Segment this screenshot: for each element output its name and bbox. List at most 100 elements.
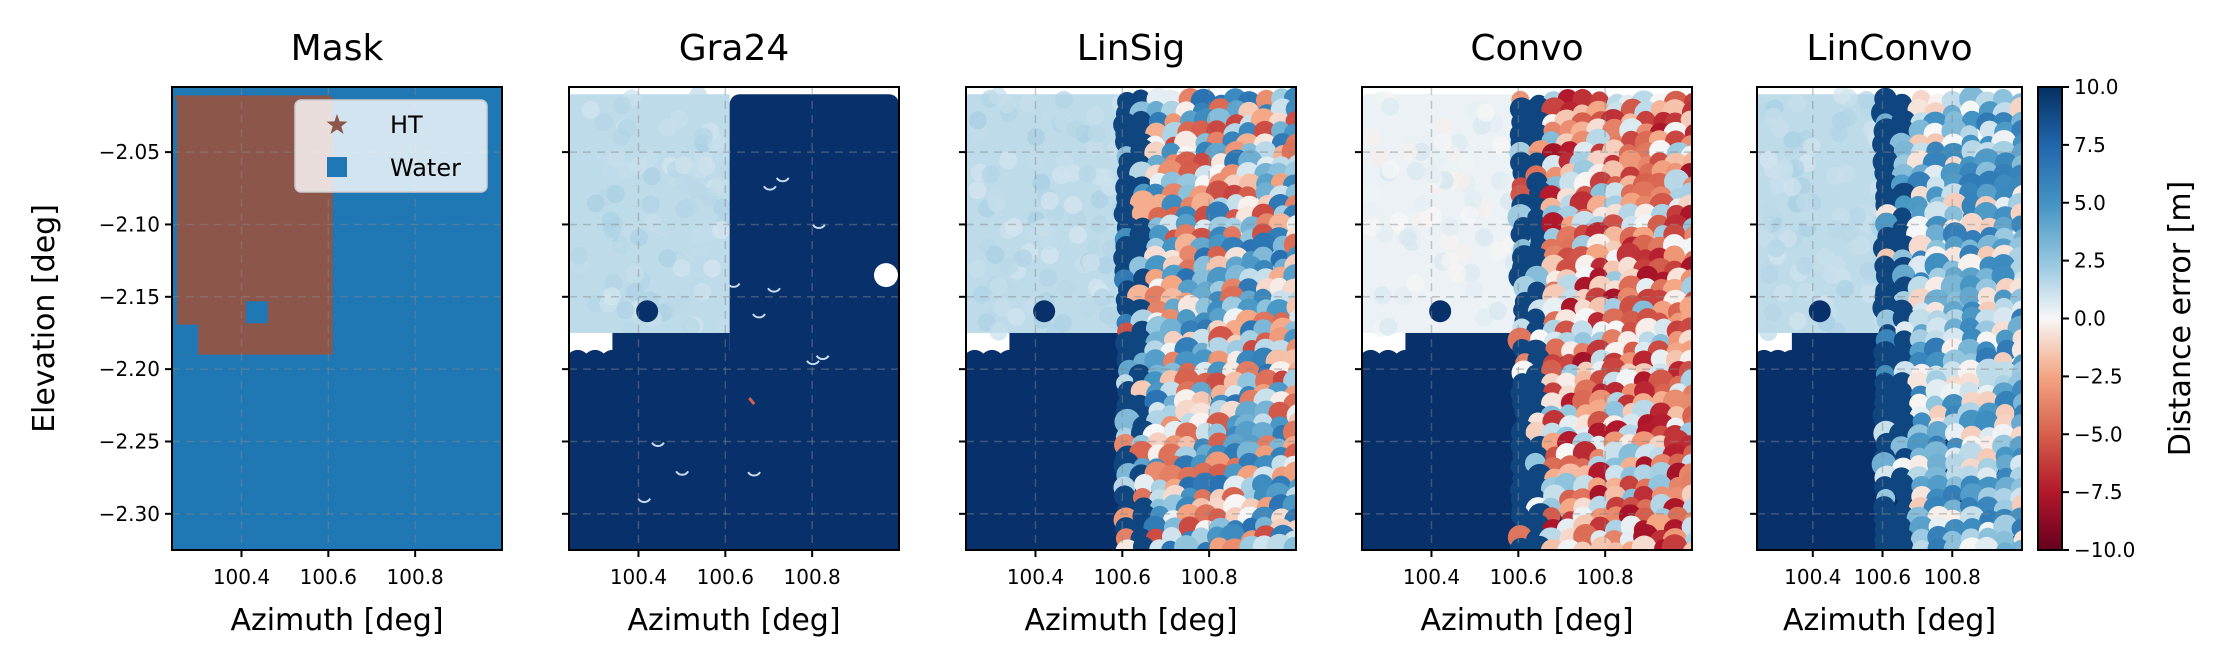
- data-point: [1014, 249, 1033, 268]
- data-point: [1416, 233, 1435, 252]
- data-point: [605, 241, 624, 260]
- data-point: [1911, 540, 1932, 550]
- data-point: [672, 292, 691, 311]
- panel-gra24: 100.4 100.6 100.8 Gra24 Azimuth [deg]: [562, 28, 900, 638]
- legend-marker-water: [327, 157, 347, 177]
- data-point: [1078, 300, 1097, 319]
- data-point: [1942, 484, 1963, 505]
- data-point: [1430, 149, 1449, 168]
- data-point: [1441, 218, 1460, 237]
- data-point: [1068, 225, 1087, 244]
- data-point: [613, 96, 632, 115]
- data-point: [675, 470, 690, 476]
- ht-point: [293, 95, 300, 101]
- data-point: [606, 185, 625, 204]
- data-point: [672, 259, 691, 278]
- x-tick-label: 100.4: [1007, 565, 1064, 589]
- data-point: [1476, 103, 1495, 122]
- ht-point: [231, 95, 238, 101]
- data-point: [1822, 265, 1841, 284]
- data-point: [1847, 238, 1866, 257]
- colorbar-tick-label: 5.0: [2074, 191, 2106, 215]
- panel-linconvo: 100.4 100.6 100.8 LinConvo Azimuth [deg]: [1750, 28, 2023, 638]
- data-point: [1827, 219, 1846, 238]
- data-point: [1098, 306, 1117, 325]
- colorbar-tick-label: 10.0: [2074, 75, 2119, 99]
- data-point: [775, 177, 790, 183]
- data-point: [600, 349, 625, 374]
- data-point: [1362, 202, 1381, 221]
- colorbar-label: Distance error [m]: [2163, 181, 2198, 457]
- ht-point: [175, 95, 181, 101]
- data-point: [1661, 534, 1688, 550]
- data-point: [1545, 338, 1567, 359]
- data-point: [679, 198, 698, 217]
- colorbar-gradient: [2037, 86, 2063, 551]
- data-point: [1441, 251, 1460, 270]
- data-point: [1084, 349, 1109, 374]
- colorbar-tick-label: 2.5: [2074, 249, 2106, 273]
- data-point: [1440, 233, 1459, 252]
- data-point: [1874, 539, 1894, 550]
- data-point: [968, 181, 987, 200]
- x-tick-label: 100.4: [1784, 565, 1841, 589]
- data-point: [1027, 127, 1046, 146]
- data-point: [1422, 165, 1441, 184]
- data-point: [1370, 148, 1389, 167]
- data-point: [1066, 120, 1085, 139]
- y-tick-label: −2.15: [99, 285, 160, 309]
- data-point: [713, 275, 732, 294]
- data-point: [1434, 117, 1453, 136]
- data-point: [1974, 536, 1999, 550]
- data-point: [1895, 485, 1914, 504]
- ht-point: [221, 95, 228, 101]
- data-point: [2011, 215, 2022, 234]
- data-point: [1836, 279, 1855, 298]
- data-point: [1680, 110, 1692, 129]
- data-point: [873, 263, 898, 288]
- data-point: [1381, 97, 1400, 116]
- data-point: [1475, 228, 1494, 247]
- data-point: [604, 274, 623, 293]
- data-point: [1362, 349, 1383, 374]
- axes-frame: [1756, 86, 2023, 551]
- data-point: [583, 349, 608, 374]
- data-point: [1925, 224, 1946, 245]
- data-point: [1682, 542, 1692, 550]
- ht-point: [247, 95, 254, 101]
- data-point: [642, 167, 661, 186]
- data-point: [1049, 349, 1074, 374]
- x-tick-label: 100.8: [784, 565, 841, 589]
- data-point: [1769, 175, 1788, 194]
- data-point: [1795, 193, 1814, 212]
- data-point: [1362, 184, 1381, 203]
- x-tick-label: 100.6: [1094, 565, 1151, 589]
- data-point: [713, 198, 732, 217]
- panel-title: Convo: [1470, 28, 1583, 69]
- data-point: [1759, 323, 1778, 342]
- data-point: [689, 87, 708, 105]
- panel-mask: 100.4 100.6 100.8 −2.05 −2.10 −2.15 −2.20 −2.25…: [27, 28, 503, 638]
- data-point: [1038, 268, 1057, 287]
- plot-area-convo: [1362, 87, 1692, 550]
- data-point: [637, 498, 652, 503]
- data-point: [1406, 274, 1425, 293]
- data-point: [1373, 286, 1392, 305]
- data-point: [1412, 142, 1431, 161]
- data-point: [1875, 264, 1900, 288]
- data-point: [1480, 349, 1505, 374]
- colorbar-tick-label: 7.5: [2074, 133, 2106, 157]
- data-point: [1783, 178, 1802, 197]
- plot-area-linconvo: [1757, 87, 2022, 550]
- data-point: [1488, 302, 1507, 321]
- axes-frame: [965, 86, 1297, 551]
- data-point: [985, 188, 1004, 207]
- colorbar: 10.0 7.5 5.0 2.5 0.0 −2.5 −5.0 −7.5 −10.0 Distanc…: [2037, 75, 2198, 562]
- data-point: [812, 224, 826, 229]
- data-point: [1032, 349, 1057, 374]
- ht-point: [257, 95, 264, 101]
- x-tick-label: 100.8: [1577, 565, 1634, 589]
- panel-title: Gra24: [679, 28, 790, 69]
- data-point: [980, 349, 1005, 374]
- ht-point: [216, 95, 223, 101]
